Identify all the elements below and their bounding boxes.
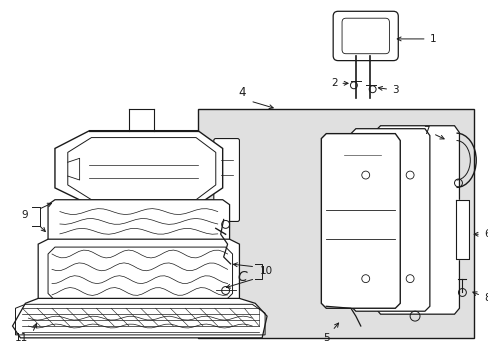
Text: 1: 1 bbox=[396, 34, 435, 44]
Polygon shape bbox=[48, 200, 229, 244]
Polygon shape bbox=[321, 134, 400, 308]
Text: 9: 9 bbox=[21, 210, 28, 220]
Text: 4: 4 bbox=[238, 86, 245, 99]
Text: 5: 5 bbox=[322, 323, 338, 343]
Text: 8: 8 bbox=[472, 292, 488, 303]
FancyBboxPatch shape bbox=[341, 18, 388, 54]
Polygon shape bbox=[55, 131, 222, 205]
Text: 3: 3 bbox=[378, 85, 398, 95]
Polygon shape bbox=[38, 239, 239, 303]
Text: C: C bbox=[237, 270, 247, 284]
FancyBboxPatch shape bbox=[213, 139, 239, 221]
Text: 2: 2 bbox=[330, 78, 347, 88]
Polygon shape bbox=[350, 129, 429, 311]
Text: 11: 11 bbox=[15, 333, 28, 343]
Text: 6: 6 bbox=[473, 229, 488, 239]
Polygon shape bbox=[13, 298, 266, 338]
FancyBboxPatch shape bbox=[332, 11, 397, 60]
Text: 10: 10 bbox=[260, 266, 273, 276]
FancyBboxPatch shape bbox=[198, 109, 473, 338]
Text: 7: 7 bbox=[423, 126, 443, 139]
Polygon shape bbox=[375, 126, 459, 314]
Polygon shape bbox=[456, 200, 468, 259]
